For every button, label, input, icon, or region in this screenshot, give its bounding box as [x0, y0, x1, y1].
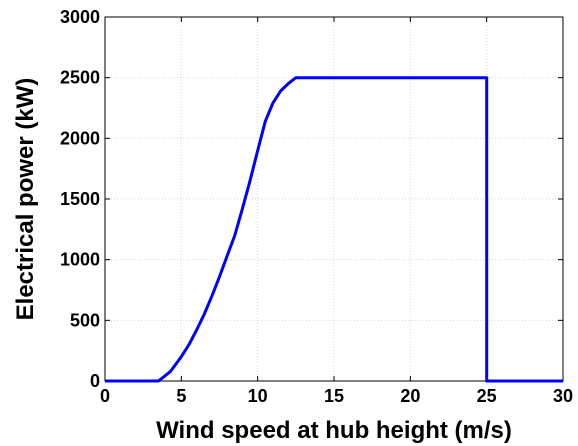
power-curve-line	[105, 76, 563, 383]
x-tick-label: 15	[324, 386, 344, 406]
y-tick-label: 3000	[60, 7, 100, 27]
series-layer	[105, 76, 563, 383]
y-tick-label: 0	[90, 371, 100, 391]
y-tick-label: 1500	[60, 189, 100, 209]
y-tick-label: 500	[70, 310, 100, 330]
x-tick-label: 20	[400, 386, 420, 406]
x-tick-label: 30	[553, 386, 573, 406]
y-tick-label: 2000	[60, 128, 100, 148]
y-tick-label: 2500	[60, 68, 100, 88]
x-tick-label: 10	[248, 386, 268, 406]
x-axis-label: Wind speed at hub height (m/s)	[156, 417, 512, 444]
x-tick-label: 0	[100, 386, 110, 406]
tick-labels: 0 5 10 15 20 25 30 0 500 1000 1500 2000 2500 3000	[60, 7, 573, 406]
grid-lines	[105, 17, 563, 381]
y-tick-label: 1000	[60, 250, 100, 270]
x-tick-label: 25	[477, 386, 497, 406]
x-tick-label: 5	[176, 386, 186, 406]
y-axis-label: Electrical power (kW)	[12, 78, 39, 321]
